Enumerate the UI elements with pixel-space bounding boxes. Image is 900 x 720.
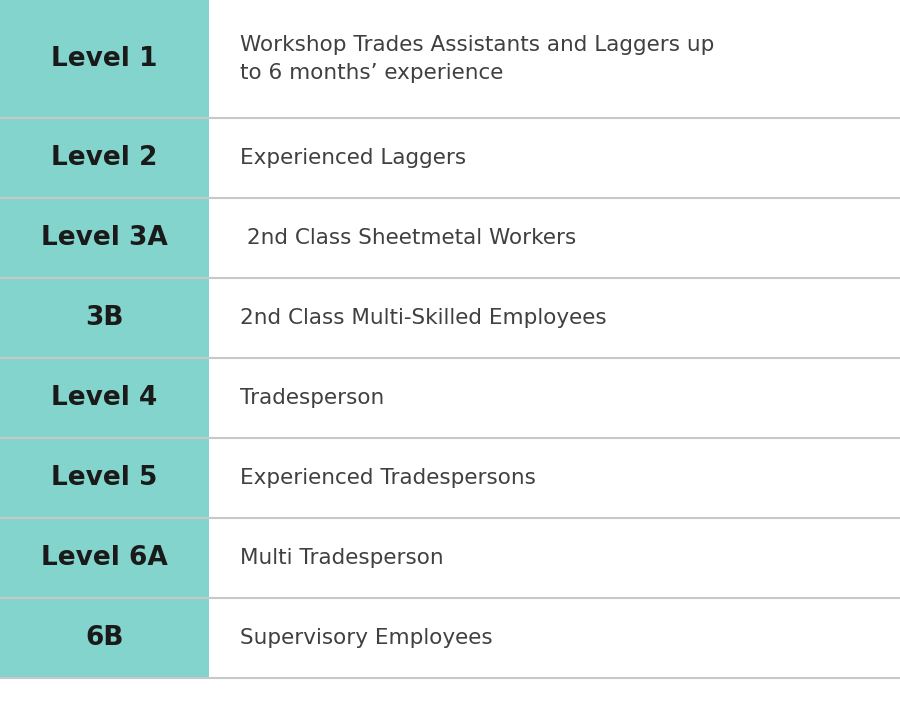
Bar: [209, 598, 900, 678]
Text: Supervisory Employees: Supervisory Employees: [240, 628, 492, 648]
Text: Multi Tradesperson: Multi Tradesperson: [240, 548, 444, 568]
Text: Workshop Trades Assistants and Laggers up
to 6 months’ experience: Workshop Trades Assistants and Laggers u…: [240, 35, 715, 83]
Text: Level 5: Level 5: [51, 465, 158, 491]
Bar: [0, 0, 209, 118]
Text: 2nd Class Multi-Skilled Employees: 2nd Class Multi-Skilled Employees: [240, 308, 607, 328]
Text: Tradesperson: Tradesperson: [240, 388, 384, 408]
Bar: [0, 438, 209, 518]
Text: Level 3A: Level 3A: [41, 225, 167, 251]
Bar: [209, 0, 900, 118]
Text: Level 6A: Level 6A: [41, 545, 167, 571]
Bar: [0, 278, 209, 358]
Bar: [0, 358, 209, 438]
Text: 2nd Class Sheetmetal Workers: 2nd Class Sheetmetal Workers: [240, 228, 576, 248]
Text: Level 2: Level 2: [51, 145, 158, 171]
Text: Experienced Tradespersons: Experienced Tradespersons: [240, 468, 536, 488]
Bar: [209, 118, 900, 198]
Text: 3B: 3B: [86, 305, 123, 331]
Text: 6B: 6B: [86, 625, 123, 651]
Bar: [0, 518, 209, 598]
Text: Level 4: Level 4: [51, 385, 158, 411]
Bar: [209, 518, 900, 598]
Bar: [0, 598, 209, 678]
Bar: [209, 358, 900, 438]
Bar: [209, 438, 900, 518]
Bar: [209, 198, 900, 278]
Text: Experienced Laggers: Experienced Laggers: [240, 148, 466, 168]
Text: Level 1: Level 1: [51, 46, 158, 72]
Bar: [0, 198, 209, 278]
Bar: [209, 278, 900, 358]
Bar: [0, 118, 209, 198]
